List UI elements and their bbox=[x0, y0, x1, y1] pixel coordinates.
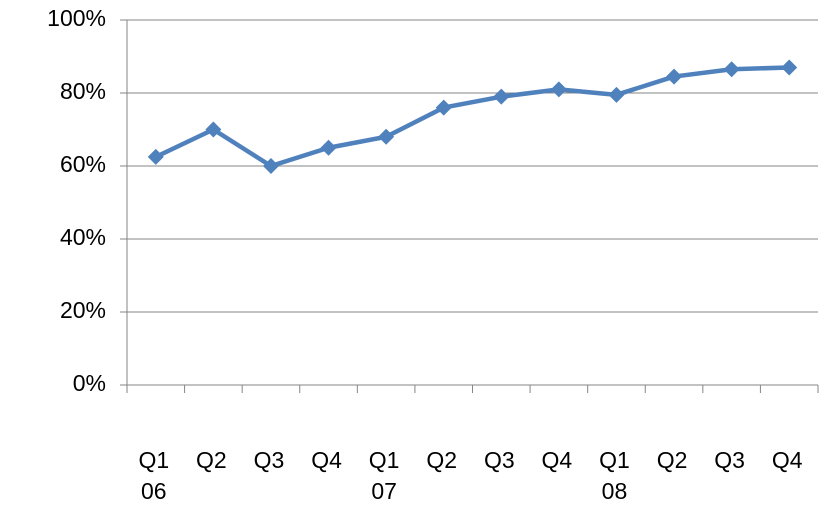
marker bbox=[723, 61, 740, 78]
marker bbox=[666, 68, 683, 85]
x-tick-label: Q1 bbox=[599, 447, 630, 473]
y-tick-label: 40% bbox=[60, 224, 106, 250]
x-tick-label: Q1 bbox=[138, 447, 169, 473]
marker bbox=[608, 86, 625, 103]
x-tick-label: Q1 bbox=[369, 447, 400, 473]
x-tick-label: Q3 bbox=[254, 447, 285, 473]
x-group-label: 07 bbox=[371, 478, 397, 504]
x-group-label: 08 bbox=[602, 478, 628, 504]
x-tick-label: Q3 bbox=[484, 447, 515, 473]
x-tick-label: Q4 bbox=[311, 447, 342, 473]
y-tick-label: 20% bbox=[60, 297, 106, 323]
marker bbox=[320, 139, 337, 156]
x-tick-label: Q4 bbox=[772, 447, 803, 473]
marker bbox=[205, 121, 222, 138]
marker bbox=[378, 128, 395, 145]
marker bbox=[493, 88, 510, 105]
marker bbox=[262, 158, 279, 174]
marker bbox=[435, 99, 452, 116]
x-tick-label: Q2 bbox=[426, 447, 457, 473]
y-tick-label: 80% bbox=[60, 78, 106, 104]
x-tick-label: Q4 bbox=[542, 447, 573, 473]
x-tick-label: Q2 bbox=[196, 447, 227, 473]
series-line bbox=[154, 65, 790, 169]
x-tick-label: Q3 bbox=[714, 447, 745, 473]
marker bbox=[781, 59, 798, 76]
marker bbox=[550, 81, 567, 98]
x-group-label: 06 bbox=[141, 478, 167, 504]
x-tick-label: Q2 bbox=[657, 447, 688, 473]
y-tick-label: 100% bbox=[47, 5, 106, 31]
y-tick-label: 0% bbox=[73, 370, 106, 396]
marker bbox=[147, 148, 164, 165]
y-tick-label: 60% bbox=[60, 151, 106, 177]
